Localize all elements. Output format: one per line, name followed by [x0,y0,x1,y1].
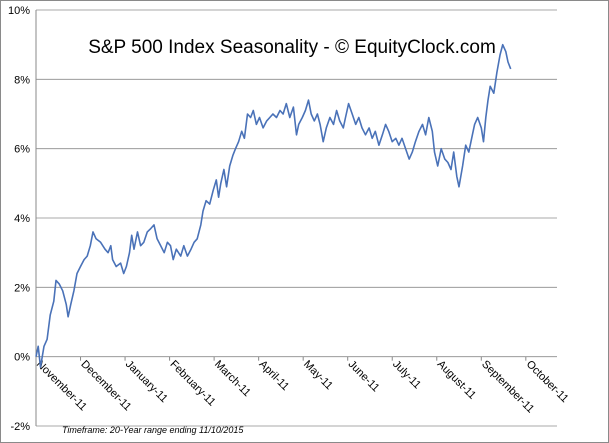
y-tick-label: 4% [14,213,30,225]
y-tick-label: 6% [14,144,30,156]
y-tick-label: -2% [10,421,30,433]
x-tick-label: June-11 [346,358,382,394]
chart-title: S&P 500 Index Seasonality - © EquityCloc… [88,37,496,58]
x-tick-label: August-11 [435,358,478,401]
y-tick-label: 10% [8,5,30,17]
gridlines [35,9,557,427]
y-tick-label: 8% [14,74,30,86]
x-tick-label: July-11 [390,358,423,391]
seasonality-line [35,43,512,368]
timeframe-footnote: Timeframe: 20-Year range ending 11/10/20… [62,425,244,435]
x-tick-label: October-11 [524,358,571,405]
x-tick-label: January-11 [123,358,170,405]
x-axis-ticks: November-11December-11January-11February… [34,356,571,416]
x-tick-label: February-11 [167,358,217,408]
x-tick-label: March-11 [212,358,253,399]
y-tick-label: 2% [14,282,30,294]
y-axis-ticks: -2% 0% 2% 4% 6% 8% 10% [8,5,30,433]
x-tick-label: May-11 [301,358,335,392]
y-tick-label: 0% [14,352,30,364]
x-tick-label: April-11 [257,358,292,393]
